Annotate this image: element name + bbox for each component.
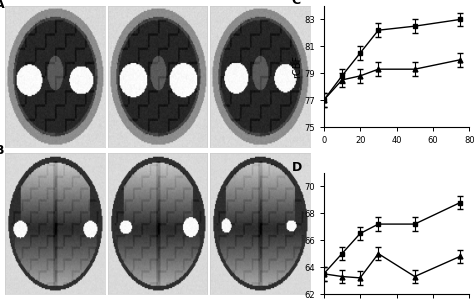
Y-axis label: rCBF: rCBF [292,55,302,78]
Text: A: A [0,0,4,11]
Text: D: D [292,161,302,174]
Text: C: C [292,0,301,7]
Text: B: B [0,144,4,158]
